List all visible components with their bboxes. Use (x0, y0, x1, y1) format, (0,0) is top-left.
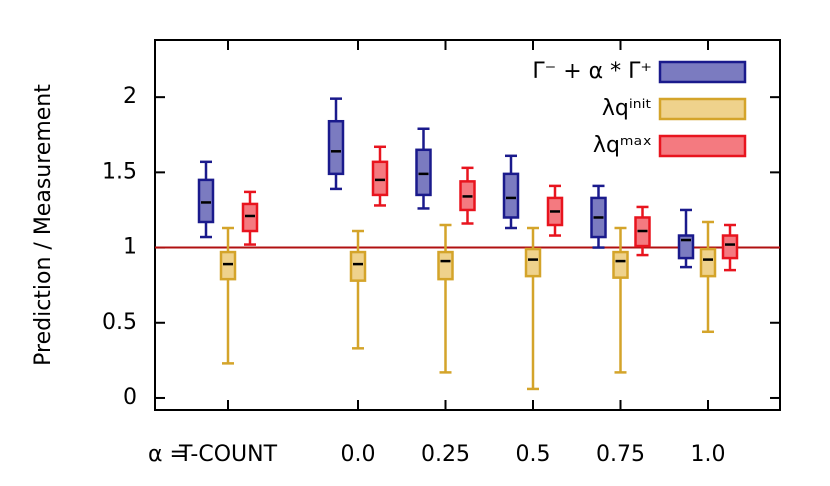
box (371, 160, 389, 197)
x-tick-label: 0.25 (421, 442, 470, 467)
legend-swatch (658, 60, 747, 84)
y-tick-label: 0 (123, 385, 137, 410)
y-tick-label: 2 (123, 84, 137, 109)
box (612, 250, 629, 279)
x-tick-label: 0.0 (341, 442, 376, 467)
box (721, 234, 739, 260)
plot-frame (154, 39, 781, 411)
legend-swatch (658, 134, 747, 158)
box (241, 202, 259, 233)
x-tick-label: 0.5 (516, 442, 551, 467)
legend-label: Γ⁻ + α * Γ⁺ (532, 59, 652, 84)
y-tick-label: 1 (123, 235, 137, 260)
box (437, 250, 454, 281)
legend-swatch (658, 97, 747, 121)
y-tick-label: 1.5 (102, 159, 137, 184)
x-tick-label: T-COUNT (178, 442, 278, 467)
box (502, 172, 520, 219)
legend-label: λqⁱⁿⁱᵗ (602, 96, 652, 121)
box (197, 178, 215, 224)
x-axis-label: α = (148, 442, 188, 467)
x-tick-label: 0.75 (596, 442, 645, 467)
x-tick-label: 1.0 (691, 442, 726, 467)
y-axis-label: Prediction / Measurement (31, 84, 56, 366)
legend-label: λqᵐᵃˣ (593, 133, 652, 158)
box (219, 250, 237, 281)
y-tick-label: 0.5 (102, 310, 137, 335)
box (415, 148, 432, 197)
box (699, 247, 717, 278)
box (349, 250, 367, 282)
box (327, 119, 345, 176)
box (524, 247, 542, 278)
